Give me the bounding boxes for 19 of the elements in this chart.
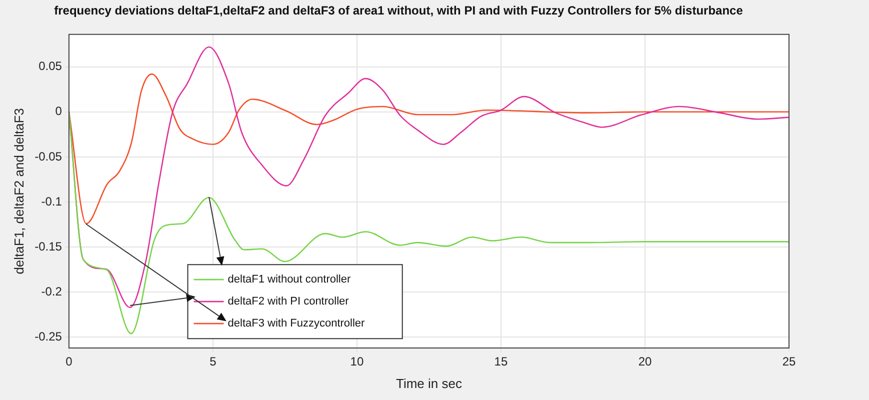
y-axis-title: deltaF1, deltaF2 and deltaF3 xyxy=(11,108,26,274)
x-tick-label: 25 xyxy=(782,354,796,369)
x-axis-title: Time in sec xyxy=(396,376,462,391)
chart-title: frequency deviations deltaF1,deltaF2 and deltaF3 of area1 without, with PI and with Fuzzy Controllers for 5% disturbance xyxy=(54,4,744,18)
x-tick-label: 0 xyxy=(66,354,73,369)
y-tick-label: 0.05 xyxy=(38,59,62,74)
x-tick-label: 20 xyxy=(638,354,652,369)
y-tick-label: 0 xyxy=(55,104,62,118)
legend-label: deltaF1 without controller xyxy=(228,274,351,286)
x-tick-label: 10 xyxy=(350,354,364,369)
y-tick-label: -0.15 xyxy=(34,239,62,254)
x-tick-label: 15 xyxy=(494,354,508,369)
y-tick-label: -0.1 xyxy=(41,194,62,208)
y-tick-label: -0.25 xyxy=(34,330,62,344)
legend-label: deltaF2 with PI controller xyxy=(228,296,350,308)
text: deltaF3 with Fuzzycontroller xyxy=(228,318,366,330)
y-tick-label: -0.05 xyxy=(34,149,62,164)
y-tick-label: -0.2 xyxy=(41,284,62,298)
x-tick-label: 5 xyxy=(210,354,217,369)
